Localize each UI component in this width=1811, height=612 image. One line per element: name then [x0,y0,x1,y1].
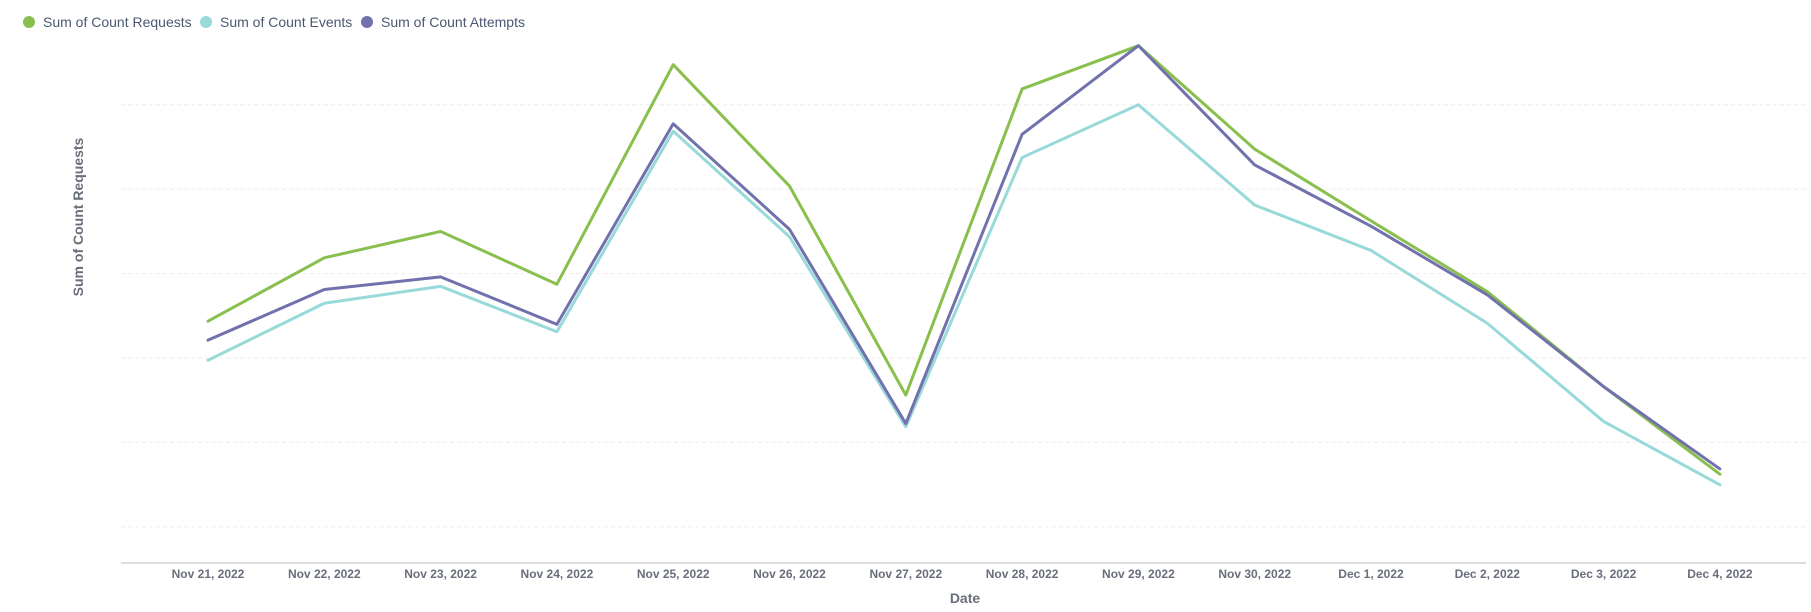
legend-dot-events [200,16,212,28]
legend-dot-attempts [361,16,373,28]
legend-item-attempts[interactable]: Sum of Count Attempts [361,14,525,30]
x-tick-label: Nov 26, 2022 [753,567,826,581]
legend-item-requests[interactable]: Sum of Count Requests [23,14,192,30]
legend-label-attempts: Sum of Count Attempts [381,14,525,30]
x-tick-label: Dec 1, 2022 [1338,567,1404,581]
x-tick-label: Nov 22, 2022 [288,567,361,581]
y-axis-title: Sum of Count Requests [70,137,86,296]
legend-dot-requests [23,16,35,28]
x-tick-label: Nov 27, 2022 [869,567,942,581]
x-axis-title: Date [950,590,981,606]
x-tick-label: Dec 2, 2022 [1455,567,1521,581]
x-tick-label: Dec 3, 2022 [1571,567,1637,581]
x-tick-label: Nov 23, 2022 [404,567,477,581]
gridlines [121,104,1806,528]
series-line-sum-of-count-attempts[interactable] [206,44,1722,471]
x-tick-label: Nov 30, 2022 [1218,567,1291,581]
legend: Sum of Count Requests Sum of Count Event… [23,14,525,30]
x-tick-label: Nov 21, 2022 [172,567,245,581]
legend-item-events[interactable]: Sum of Count Events [200,14,352,30]
x-tick-label: Nov 28, 2022 [986,567,1059,581]
x-tick-label: Dec 4, 2022 [1687,567,1753,581]
legend-label-events: Sum of Count Events [220,14,352,30]
series-line-sum-of-count-events[interactable] [206,103,1722,487]
x-tick-label: Nov 25, 2022 [637,567,710,581]
x-tick-label: Nov 29, 2022 [1102,567,1175,581]
series-line-sum-of-count-requests[interactable] [206,44,1722,476]
x-tick-labels: Nov 21, 2022 Nov 22, 2022 Nov 23, 2022 Nov … [172,567,1753,581]
series-lines [206,44,1722,487]
legend-label-requests: Sum of Count Requests [43,14,192,30]
x-tick-label: Nov 24, 2022 [521,567,594,581]
